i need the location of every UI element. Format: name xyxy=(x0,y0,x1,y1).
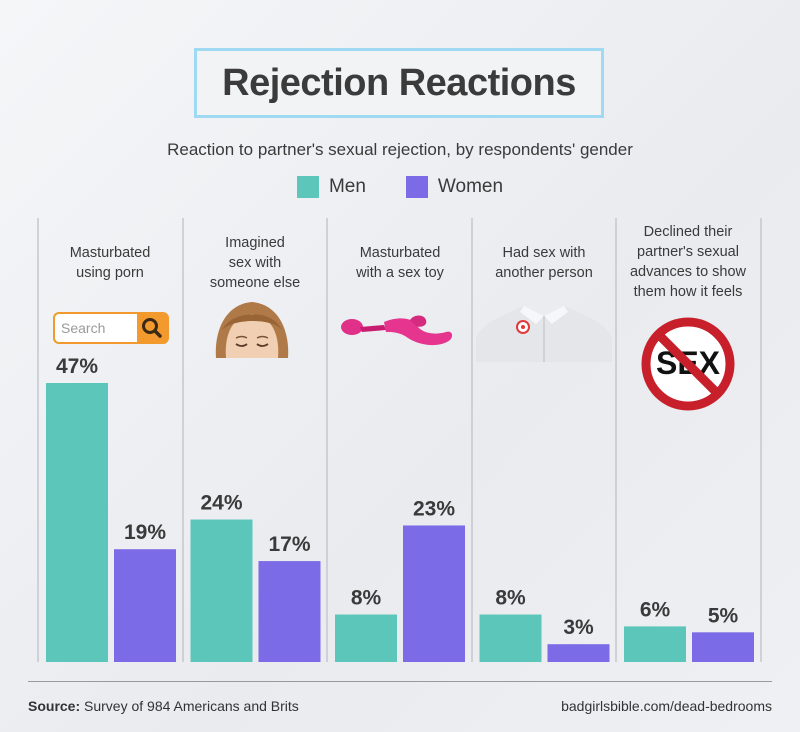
data-label-men: 6% xyxy=(640,598,671,621)
source-note: Source: Survey of 984 Americans and Brit… xyxy=(28,698,299,714)
source-text: Survey of 984 Americans and Brits xyxy=(80,698,299,714)
magnifier-icon xyxy=(137,314,167,342)
legend-item-men: Men xyxy=(296,176,366,198)
category-label-line: advances to show xyxy=(629,264,747,280)
category-label-declined: Declined their partner's sexual advances… xyxy=(616,222,760,302)
data-label-women: 17% xyxy=(268,533,310,556)
bar-women xyxy=(258,561,321,662)
bar-women xyxy=(547,644,610,662)
category-label-line: sex with xyxy=(228,255,282,271)
data-label-men: 24% xyxy=(200,492,242,515)
bar-women xyxy=(403,525,465,662)
face-illustration xyxy=(212,300,292,363)
shirt-illustration xyxy=(476,300,612,367)
category-label-line: Masturbated xyxy=(359,245,441,261)
title-box: Rejection Reactions xyxy=(194,48,604,118)
bar-men xyxy=(335,614,397,662)
category-label-line: using porn xyxy=(76,265,144,281)
data-label-men: 8% xyxy=(351,587,382,610)
category-label-line: them how it feels xyxy=(633,284,743,300)
toy-illustration xyxy=(340,312,456,357)
data-label-women: 3% xyxy=(563,616,594,639)
category-label-line: Had sex with xyxy=(502,245,586,261)
category-label-line: someone else xyxy=(209,275,301,291)
bar-men xyxy=(190,519,253,662)
legend-swatch-women xyxy=(405,176,428,198)
legend-label-women: Women xyxy=(437,176,504,197)
data-label-women: 19% xyxy=(124,521,166,544)
data-label-women: 5% xyxy=(708,604,739,627)
search-illustration: Search xyxy=(53,312,169,344)
legend-swatch-men xyxy=(296,176,319,198)
bar-men xyxy=(46,383,108,662)
data-label-women: 23% xyxy=(413,497,455,520)
chart-subtitle: Reaction to partner's sexual rejection, … xyxy=(167,140,633,159)
bar-women xyxy=(692,632,754,662)
no-sign-illustration: SEX xyxy=(640,316,736,417)
footer-divider xyxy=(28,681,772,682)
category-label-porn: Masturbated using porn xyxy=(38,243,182,283)
bar-women xyxy=(114,549,176,662)
category-label-imagined: Imagined sex with someone else xyxy=(183,233,327,293)
category-label-line: with a sex toy xyxy=(356,265,444,281)
data-label-men: 47% xyxy=(56,355,98,378)
legend-item-women: Women xyxy=(405,176,504,198)
source-label: Source: xyxy=(28,698,81,714)
category-label-another-person: Had sex with another person xyxy=(472,243,616,283)
category-label-line: Imagined xyxy=(225,235,285,251)
bar-men xyxy=(624,626,686,662)
category-label-toy: Masturbated with a sex toy xyxy=(328,243,472,283)
chart-title: Rejection Reactions xyxy=(222,61,576,104)
credit-url: badgirlsbible.com/dead-bedrooms xyxy=(561,698,772,714)
category-label-line: another person xyxy=(495,265,593,281)
category-label-line: Masturbated xyxy=(69,245,151,261)
legend: Men Women xyxy=(0,176,800,198)
legend-label-men: Men xyxy=(328,176,366,197)
category-label-line: Declined their xyxy=(643,224,733,240)
data-label-men: 8% xyxy=(495,587,526,610)
bar-men xyxy=(479,614,542,662)
search-placeholder-text: Search xyxy=(61,320,106,336)
category-label-line: partner's sexual xyxy=(637,244,739,260)
